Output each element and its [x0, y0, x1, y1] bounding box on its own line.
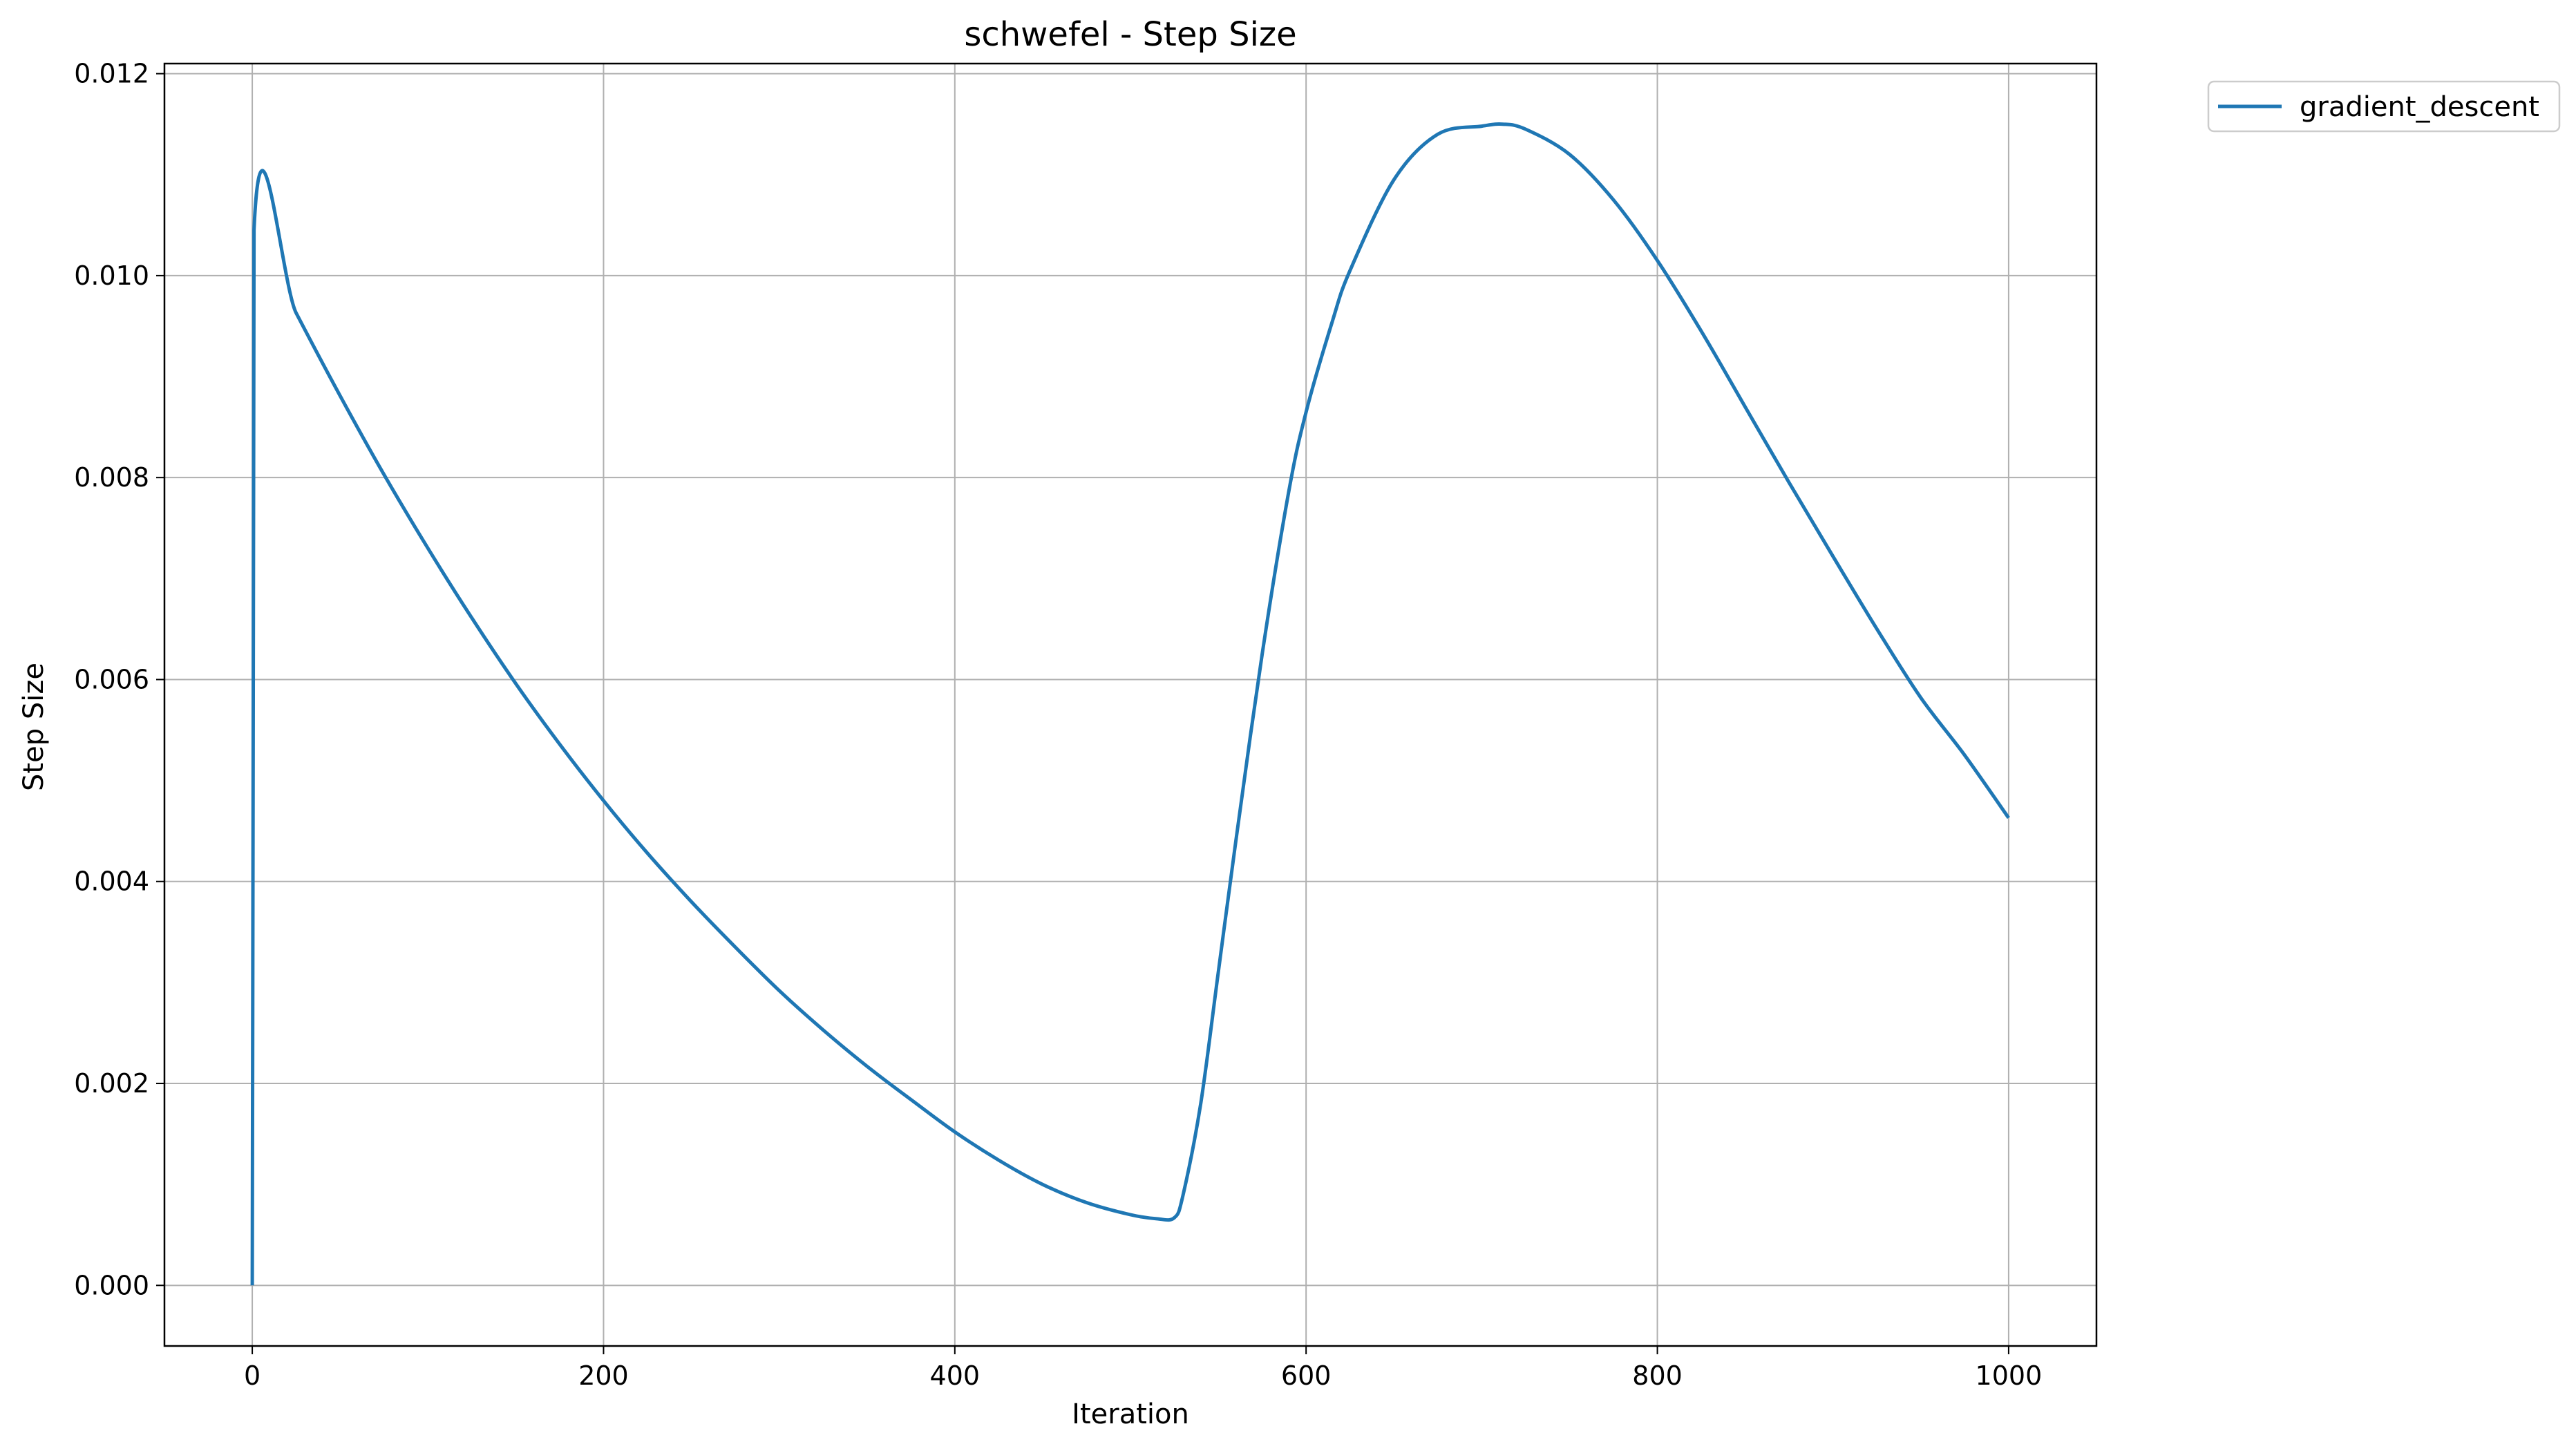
chart-title: schwefel - Step Size	[964, 15, 1296, 54]
y-tick-label: 0.006	[74, 664, 149, 694]
y-tick-label: 0.010	[74, 260, 149, 291]
x-tick-label: 600	[1281, 1360, 1332, 1391]
legend-label-gradient-descent: gradient_descent	[2300, 91, 2539, 123]
y-tick-label: 0.012	[74, 59, 149, 89]
x-tick-label: 1000	[1976, 1360, 2043, 1391]
legend-box	[2207, 80, 2561, 133]
x-tick-label: 0	[244, 1360, 261, 1391]
y-axis-label: Step Size	[18, 663, 50, 791]
x-tick-label: 200	[578, 1360, 629, 1391]
y-tick-label: 0.004	[74, 866, 149, 897]
series-layer	[250, 122, 2010, 1286]
series-line-gradient-descent	[250, 122, 2010, 1286]
grid	[164, 64, 2096, 1346]
plot-area-frame	[163, 62, 2098, 1347]
x-axis-ticks: 0 200 400 600 800 1000	[244, 1346, 2042, 1391]
y-tick-label: 0.008	[74, 462, 149, 493]
y-axis-ticks: 0.000 0.002 0.004 0.006 0.008 0.010 0.012	[74, 59, 164, 1300]
x-tick-label: 400	[930, 1360, 981, 1391]
legend: gradient_descent	[2207, 80, 2561, 133]
y-tick-label: 0.002	[74, 1068, 149, 1099]
x-tick-label: 800	[1632, 1360, 1683, 1391]
y-tick-label: 0.000	[74, 1270, 149, 1300]
x-axis-label: Iteration	[1072, 1398, 1189, 1430]
